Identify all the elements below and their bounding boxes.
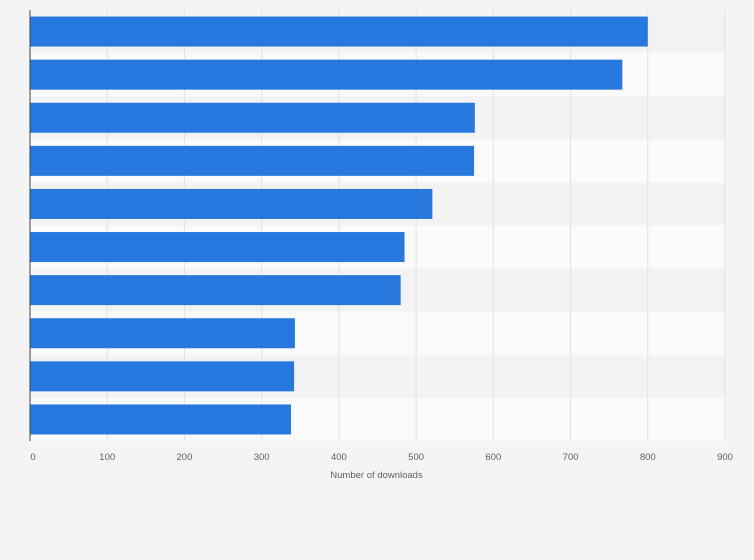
bar[interactable] [30,275,401,306]
bar[interactable] [30,361,295,392]
bar[interactable] [30,145,475,176]
x-tick-label: 900 [717,452,733,463]
bar[interactable] [30,188,433,219]
bars [30,16,648,435]
x-tick-label: 600 [485,452,501,463]
bar[interactable] [30,102,475,133]
x-tick-label: 0 [30,452,35,463]
bar[interactable] [30,404,292,435]
x-tick-label: 800 [640,452,656,463]
bar[interactable] [30,59,623,90]
x-tick-label: 300 [254,452,270,463]
x-tick-label: 200 [177,452,193,463]
x-tick-label: 700 [563,452,579,463]
x-axis-title: Number of downloads [330,470,423,481]
x-tick-label: 500 [408,452,424,463]
bar[interactable] [30,232,405,263]
bar[interactable] [30,16,648,47]
x-tick-label: 400 [331,452,347,463]
bar[interactable] [30,318,295,349]
x-tick-label: 100 [99,452,115,463]
x-axis-ticks: 0 100 200 300 400 500 600 700 800 900 [30,452,733,463]
